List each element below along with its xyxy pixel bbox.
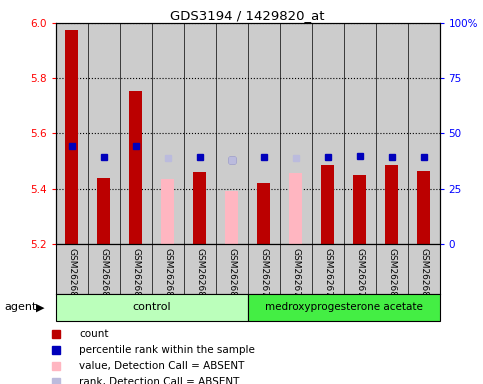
Bar: [98, 178, 110, 244]
Bar: [152, 23, 184, 244]
Bar: [215, 23, 248, 244]
Bar: [280, 23, 312, 244]
Bar: [129, 91, 142, 244]
Bar: [161, 179, 173, 244]
Bar: [87, 23, 120, 244]
Text: GSM262677: GSM262677: [291, 248, 300, 303]
Bar: [376, 23, 408, 244]
Text: medroxyprogesterone acetate: medroxyprogesterone acetate: [265, 302, 423, 312]
FancyBboxPatch shape: [248, 294, 440, 321]
Bar: [56, 23, 87, 244]
Text: agent: agent: [5, 302, 37, 312]
Bar: [354, 175, 366, 244]
Bar: [184, 23, 215, 244]
Bar: [66, 30, 78, 244]
Bar: [408, 23, 440, 244]
Text: GSM262678: GSM262678: [323, 248, 332, 303]
Text: GSM262685: GSM262685: [163, 248, 172, 303]
Bar: [385, 165, 398, 244]
Text: rank, Detection Call = ABSENT: rank, Detection Call = ABSENT: [79, 377, 240, 384]
Bar: [322, 165, 334, 244]
Text: percentile rank within the sample: percentile rank within the sample: [79, 344, 255, 354]
Bar: [226, 191, 238, 244]
Text: GSM262680: GSM262680: [387, 248, 396, 303]
Bar: [120, 23, 152, 244]
Text: GSM262687: GSM262687: [227, 248, 236, 303]
Text: GSM262686: GSM262686: [195, 248, 204, 303]
Text: value, Detection Call = ABSENT: value, Detection Call = ABSENT: [79, 361, 244, 371]
FancyBboxPatch shape: [56, 294, 248, 321]
Bar: [194, 172, 206, 244]
Bar: [417, 171, 429, 244]
Bar: [257, 183, 270, 244]
Text: ▶: ▶: [36, 302, 45, 312]
Bar: [343, 23, 376, 244]
Text: count: count: [79, 329, 109, 339]
Text: GSM262683: GSM262683: [99, 248, 108, 303]
Bar: [248, 23, 280, 244]
Text: GSM262681: GSM262681: [419, 248, 428, 303]
Text: control: control: [132, 302, 171, 312]
Bar: [289, 174, 301, 244]
Text: GSM262684: GSM262684: [131, 248, 140, 303]
Title: GDS3194 / 1429820_at: GDS3194 / 1429820_at: [170, 9, 325, 22]
Text: GSM262682: GSM262682: [67, 248, 76, 303]
Text: GSM262676: GSM262676: [259, 248, 268, 303]
Bar: [312, 23, 343, 244]
Text: GSM262679: GSM262679: [355, 248, 364, 303]
